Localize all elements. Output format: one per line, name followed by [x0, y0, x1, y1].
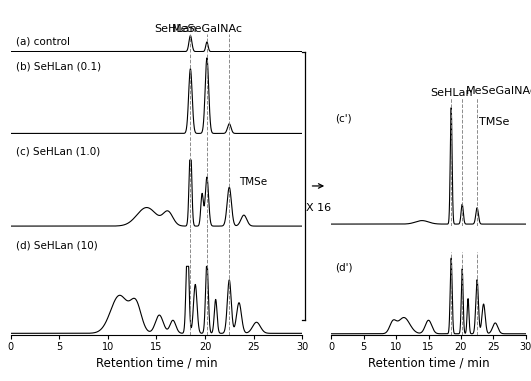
- Text: (d) SeHLan (10): (d) SeHLan (10): [16, 241, 98, 251]
- Text: TMSe: TMSe: [239, 177, 267, 187]
- Text: MeSeGalNAc: MeSeGalNAc: [466, 86, 531, 96]
- Text: (c) SeHLan (1.0): (c) SeHLan (1.0): [16, 146, 101, 156]
- X-axis label: Retention time / min: Retention time / min: [367, 356, 490, 370]
- Text: TMSe: TMSe: [479, 117, 509, 126]
- Text: (a) control: (a) control: [16, 37, 71, 46]
- X-axis label: Retention time / min: Retention time / min: [96, 356, 217, 370]
- Text: (d'): (d'): [335, 262, 353, 272]
- Text: (c'): (c'): [335, 114, 352, 124]
- Text: SeHLan: SeHLan: [155, 24, 197, 34]
- Text: X 16: X 16: [306, 203, 331, 213]
- Text: MeSeGalNAc: MeSeGalNAc: [172, 24, 243, 34]
- Text: SeHLan: SeHLan: [430, 88, 473, 98]
- Text: (b) SeHLan (0.1): (b) SeHLan (0.1): [16, 62, 101, 72]
